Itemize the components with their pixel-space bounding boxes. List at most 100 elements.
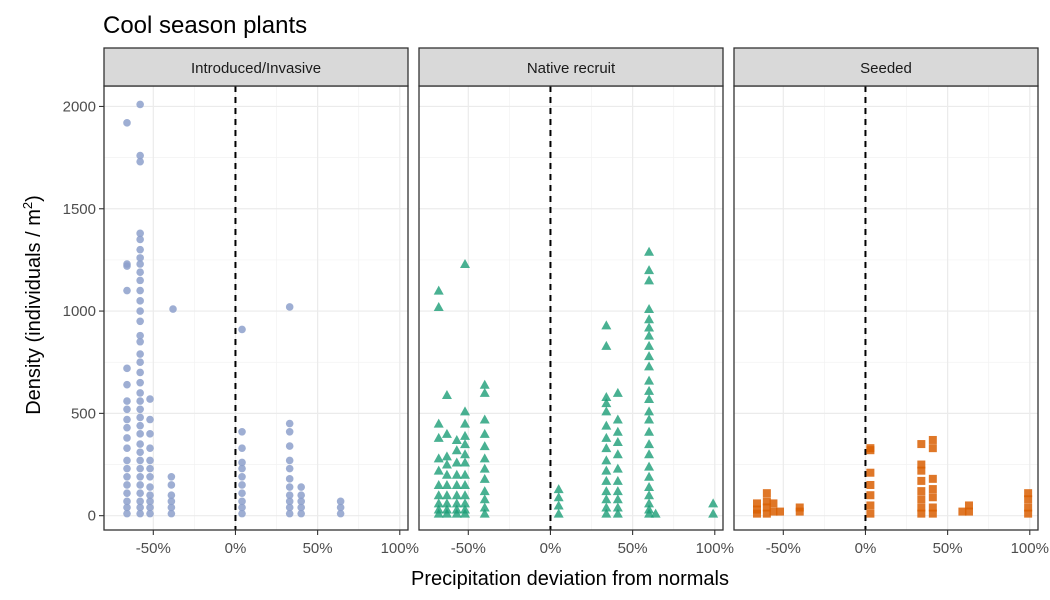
data-point bbox=[441, 451, 452, 461]
chart-title: Cool season plants bbox=[103, 12, 307, 39]
panel-background bbox=[104, 86, 408, 530]
data-point bbox=[708, 498, 719, 508]
data-point bbox=[612, 437, 623, 447]
data-point bbox=[644, 314, 655, 324]
data-point bbox=[917, 460, 926, 469]
data-point bbox=[928, 503, 937, 512]
data-point bbox=[479, 494, 490, 504]
y-tick-label: 1500 bbox=[63, 201, 96, 218]
data-point bbox=[644, 471, 655, 481]
point-group bbox=[753, 435, 1033, 518]
data-point bbox=[167, 503, 176, 512]
data-point bbox=[146, 456, 154, 465]
data-point bbox=[136, 413, 144, 422]
data-point bbox=[123, 423, 131, 432]
data-point bbox=[146, 497, 154, 506]
data-point bbox=[123, 434, 131, 442]
data-point bbox=[917, 476, 926, 485]
data-point bbox=[644, 275, 655, 285]
data-point bbox=[612, 494, 623, 504]
panel-1: Introduced/Invasive -50% 0% 50% 100% bbox=[103, 47, 419, 557]
data-point bbox=[238, 503, 246, 512]
data-point bbox=[553, 492, 564, 502]
data-point bbox=[644, 490, 655, 500]
data-point bbox=[136, 337, 144, 346]
data-point bbox=[753, 499, 762, 508]
data-point bbox=[238, 497, 246, 506]
data-point bbox=[601, 398, 612, 408]
data-point bbox=[644, 375, 655, 385]
data-point bbox=[123, 456, 131, 465]
data-point bbox=[866, 501, 875, 510]
panel-background bbox=[734, 86, 1038, 530]
data-point bbox=[1024, 489, 1033, 498]
data-point bbox=[285, 483, 294, 491]
data-point bbox=[433, 465, 444, 475]
data-point bbox=[601, 432, 612, 442]
data-point bbox=[136, 254, 144, 262]
data-point bbox=[769, 499, 778, 508]
data-point bbox=[644, 394, 655, 404]
data-point bbox=[644, 414, 655, 424]
panel-strip-label: Introduced/Invasive bbox=[191, 60, 321, 77]
data-point bbox=[479, 473, 490, 483]
data-point bbox=[769, 507, 778, 516]
data-point bbox=[167, 473, 176, 481]
data-point bbox=[451, 498, 462, 508]
data-point bbox=[776, 507, 785, 516]
panel-3: Seeded -50% 0% 50% 100% bbox=[733, 47, 1049, 557]
data-point bbox=[460, 406, 471, 416]
data-point bbox=[928, 444, 937, 453]
data-point bbox=[238, 427, 246, 436]
data-point bbox=[285, 464, 294, 473]
data-point bbox=[433, 285, 444, 295]
data-point bbox=[433, 498, 444, 508]
data-point bbox=[146, 430, 154, 438]
data-point bbox=[1024, 503, 1033, 512]
plot-layer: Introduced/Invasive-50% 0% 50% 100%Native r… bbox=[63, 47, 1049, 557]
data-point bbox=[136, 286, 144, 295]
data-point bbox=[336, 497, 345, 506]
data-point bbox=[479, 463, 490, 473]
data-point bbox=[136, 245, 144, 254]
data-point bbox=[136, 260, 144, 268]
data-point bbox=[479, 414, 490, 424]
data-point bbox=[336, 509, 345, 518]
data-point bbox=[612, 463, 623, 473]
data-point bbox=[146, 509, 154, 518]
data-point bbox=[123, 260, 131, 268]
data-point bbox=[136, 473, 144, 481]
x-tick-label: 0% bbox=[855, 540, 877, 557]
data-point bbox=[612, 426, 623, 436]
data-point bbox=[433, 301, 444, 311]
data-point bbox=[136, 389, 144, 397]
data-point bbox=[612, 502, 623, 512]
data-point bbox=[601, 508, 612, 518]
data-point bbox=[136, 268, 144, 276]
data-point bbox=[928, 474, 937, 483]
data-point bbox=[612, 387, 623, 397]
data-point bbox=[762, 509, 771, 518]
data-point bbox=[136, 497, 144, 506]
data-point bbox=[753, 509, 762, 518]
data-point bbox=[866, 480, 875, 489]
data-point bbox=[460, 469, 471, 479]
data-point bbox=[460, 490, 471, 500]
data-point bbox=[795, 507, 804, 516]
data-point bbox=[460, 479, 471, 489]
data-point bbox=[123, 286, 131, 295]
x-tick-label: 50% bbox=[933, 540, 963, 557]
y-axis-title-close: ) bbox=[23, 195, 45, 202]
data-point bbox=[433, 479, 444, 489]
data-point bbox=[123, 497, 131, 506]
data-point bbox=[644, 330, 655, 340]
data-point bbox=[451, 445, 462, 455]
x-tick-label: 0% bbox=[540, 540, 562, 557]
data-point bbox=[644, 361, 655, 371]
data-point bbox=[238, 458, 246, 467]
data-point bbox=[708, 508, 719, 518]
data-point bbox=[136, 489, 144, 497]
x-tick-label: 100% bbox=[1011, 540, 1049, 557]
data-point bbox=[479, 441, 490, 451]
data-point bbox=[479, 502, 490, 512]
